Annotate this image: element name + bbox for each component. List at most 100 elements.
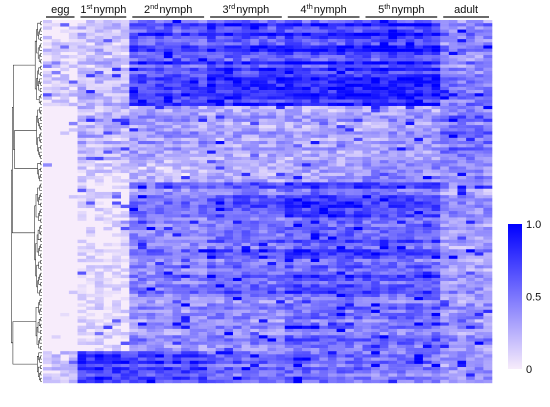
heatmap-cell — [276, 42, 286, 46]
heatmap-cell — [293, 207, 303, 212]
heatmap-cell — [327, 223, 337, 228]
heatmap-cell — [163, 125, 173, 129]
heatmap-cell — [250, 185, 260, 189]
heatmap-cell — [379, 153, 389, 158]
heatmap-cell — [483, 150, 493, 154]
heatmap-cell — [353, 309, 363, 314]
heatmap-cell — [336, 121, 346, 126]
heatmap-cell — [181, 48, 191, 53]
heatmap-cell — [172, 144, 182, 148]
heatmap-cell — [466, 77, 476, 81]
heatmap-cell — [129, 214, 139, 218]
heatmap-cell — [241, 141, 251, 145]
heatmap-cell — [483, 217, 493, 221]
heatmap-cell — [172, 312, 182, 317]
heatmap-cell — [137, 220, 147, 224]
heatmap-cell — [371, 309, 381, 314]
heatmap-cell — [293, 45, 303, 49]
heatmap-cell — [163, 86, 173, 91]
heatmap-cell — [232, 102, 242, 107]
heatmap-cell — [319, 268, 329, 272]
heatmap-cell — [86, 204, 96, 209]
heatmap-cell — [483, 322, 493, 326]
heatmap-cell — [379, 99, 389, 103]
heatmap-cell — [146, 150, 156, 154]
heatmap-cell — [466, 287, 476, 291]
heatmap-cell — [362, 70, 372, 75]
heatmap-cell — [51, 354, 61, 358]
heatmap-cell — [327, 55, 337, 59]
heatmap-cell — [146, 80, 156, 84]
heatmap-cell — [189, 67, 199, 72]
heatmap-cell — [276, 332, 286, 336]
heatmap-cell — [189, 137, 199, 142]
heatmap-cell — [224, 118, 234, 123]
heatmap-cell — [129, 297, 139, 301]
heatmap-cell — [155, 35, 165, 40]
heatmap-cell — [250, 207, 260, 212]
heatmap-cell — [474, 67, 484, 72]
heatmap-cell — [103, 156, 113, 161]
heatmap-cell — [466, 204, 476, 209]
heatmap-cell — [137, 172, 147, 177]
heatmap-cell — [440, 23, 450, 27]
heatmap-cell — [77, 26, 87, 30]
heatmap-cell — [345, 220, 355, 224]
heatmap-cell — [232, 300, 242, 304]
heatmap-cell — [163, 20, 173, 24]
heatmap-cell — [172, 246, 182, 250]
heatmap-cell — [397, 55, 406, 59]
heatmap-cell — [474, 134, 484, 139]
heatmap-cell — [120, 150, 130, 154]
heatmap-cell — [345, 284, 355, 288]
heatmap-cell — [397, 347, 406, 352]
heatmap-cell — [155, 156, 165, 161]
heatmap-cell — [310, 277, 320, 282]
heatmap-cell — [163, 249, 173, 253]
heatmap-cell — [224, 58, 234, 62]
heatmap-cell — [379, 271, 389, 275]
heatmap-cell — [103, 265, 113, 269]
heatmap-cell — [397, 51, 406, 56]
heatmap-cell — [466, 268, 476, 272]
heatmap-cell — [414, 150, 424, 154]
heatmap-cell — [267, 35, 277, 40]
heatmap-cell — [172, 32, 182, 37]
heatmap-cell — [327, 137, 337, 142]
heatmap-cell — [397, 236, 406, 240]
heatmap-cell — [397, 144, 406, 148]
heatmap-cell — [345, 169, 355, 174]
heatmap-cell — [215, 217, 225, 221]
heatmap-cell — [284, 105, 294, 110]
heatmap-cell — [232, 29, 242, 33]
heatmap-cell — [258, 125, 268, 129]
heatmap-cell — [483, 61, 493, 65]
heatmap-cell — [362, 137, 372, 142]
heatmap-cell — [405, 312, 415, 317]
heatmap-cell — [224, 32, 234, 37]
heatmap-cell — [293, 96, 303, 100]
heatmap-cell — [207, 83, 216, 88]
heatmap-cell — [137, 201, 147, 205]
heatmap-cell — [146, 144, 156, 148]
heatmap-cell — [112, 150, 122, 154]
heatmap-cell — [353, 118, 363, 123]
heatmap-cell — [431, 255, 441, 260]
heatmap-cell — [388, 144, 398, 148]
heatmap-cell — [379, 226, 389, 231]
heatmap-cell — [362, 182, 372, 186]
heatmap-cell — [207, 211, 216, 215]
heatmap-cell — [155, 80, 165, 84]
heatmap-cell — [94, 112, 104, 116]
heatmap-cell — [86, 230, 96, 234]
heatmap-cell — [448, 191, 458, 196]
heatmap-cell — [137, 160, 147, 164]
heatmap-cell — [405, 226, 415, 231]
heatmap-cell — [457, 90, 467, 94]
heatmap-cell — [189, 188, 199, 193]
heatmap-cell — [224, 233, 234, 237]
heatmap-cell — [293, 328, 303, 333]
heatmap-cell — [189, 325, 199, 330]
heatmap-cell — [155, 328, 165, 333]
heatmap-cell — [422, 293, 432, 298]
